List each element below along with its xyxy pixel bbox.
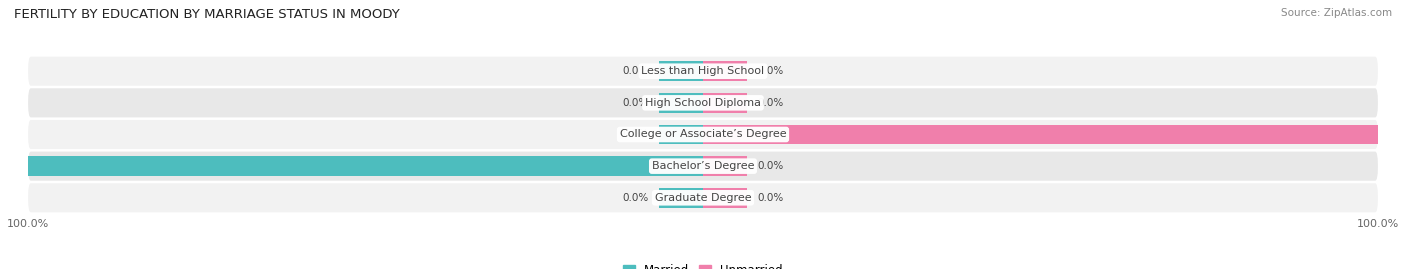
Bar [28, 156, 703, 176]
Text: 100.0%: 100.0% [1385, 129, 1406, 140]
Text: 0.0%: 0.0% [756, 193, 783, 203]
Text: 0.0%: 0.0% [623, 98, 650, 108]
FancyBboxPatch shape [28, 120, 1378, 149]
Text: Source: ZipAtlas.com: Source: ZipAtlas.com [1281, 8, 1392, 18]
Bar [659, 61, 703, 81]
Text: 0.0%: 0.0% [623, 66, 650, 76]
Bar [703, 125, 1378, 144]
Bar [659, 125, 703, 144]
Bar [659, 93, 703, 113]
Text: High School Diploma: High School Diploma [645, 98, 761, 108]
Legend: Married, Unmarried: Married, Unmarried [623, 264, 783, 269]
FancyBboxPatch shape [28, 152, 1378, 181]
FancyBboxPatch shape [28, 183, 1378, 212]
Bar [659, 188, 703, 208]
Bar [703, 93, 747, 113]
Text: Less than High School: Less than High School [641, 66, 765, 76]
FancyBboxPatch shape [28, 57, 1378, 86]
Text: 0.0%: 0.0% [623, 193, 650, 203]
Text: 0.0%: 0.0% [623, 129, 650, 140]
Text: FERTILITY BY EDUCATION BY MARRIAGE STATUS IN MOODY: FERTILITY BY EDUCATION BY MARRIAGE STATU… [14, 8, 399, 21]
Text: College or Associate’s Degree: College or Associate’s Degree [620, 129, 786, 140]
Bar [703, 156, 747, 176]
Text: 0.0%: 0.0% [756, 161, 783, 171]
Text: 0.0%: 0.0% [756, 66, 783, 76]
Text: Graduate Degree: Graduate Degree [655, 193, 751, 203]
Bar [703, 61, 747, 81]
Bar [703, 188, 747, 208]
Text: Bachelor’s Degree: Bachelor’s Degree [652, 161, 754, 171]
Text: 0.0%: 0.0% [756, 98, 783, 108]
Text: 100.0%: 100.0% [0, 161, 21, 171]
FancyBboxPatch shape [28, 88, 1378, 117]
